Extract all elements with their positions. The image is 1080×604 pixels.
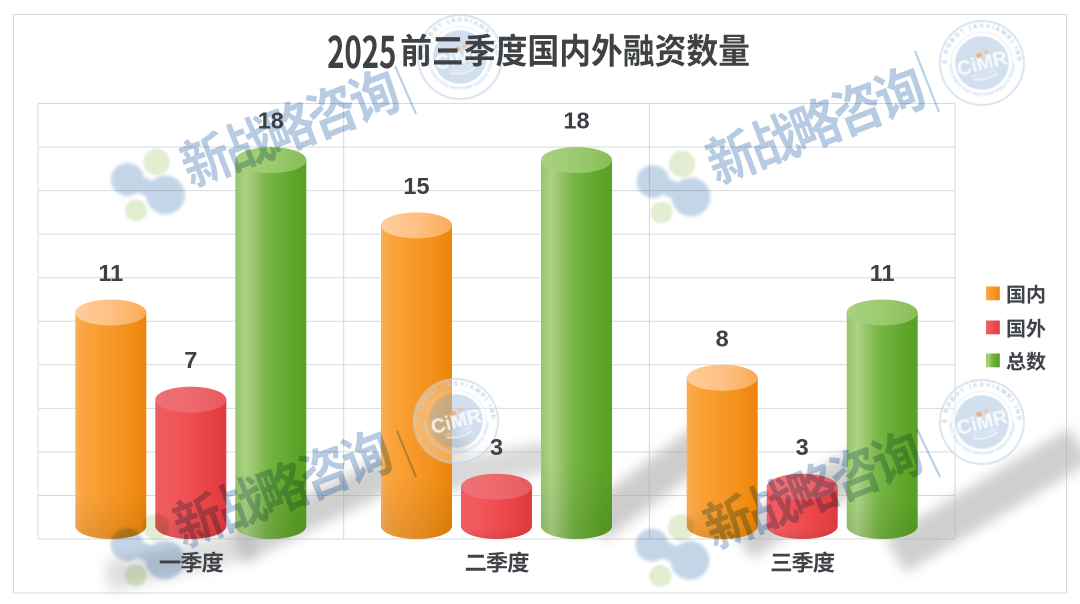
svg-text:11: 11 — [98, 260, 123, 286]
svg-text:18: 18 — [563, 108, 589, 134]
svg-text:11: 11 — [870, 260, 895, 286]
svg-text:8: 8 — [716, 325, 729, 351]
svg-text:3: 3 — [490, 434, 503, 460]
svg-text:3: 3 — [796, 434, 809, 460]
svg-text:18: 18 — [258, 108, 284, 134]
svg-text:7: 7 — [184, 347, 197, 373]
svg-text:15: 15 — [403, 173, 429, 199]
